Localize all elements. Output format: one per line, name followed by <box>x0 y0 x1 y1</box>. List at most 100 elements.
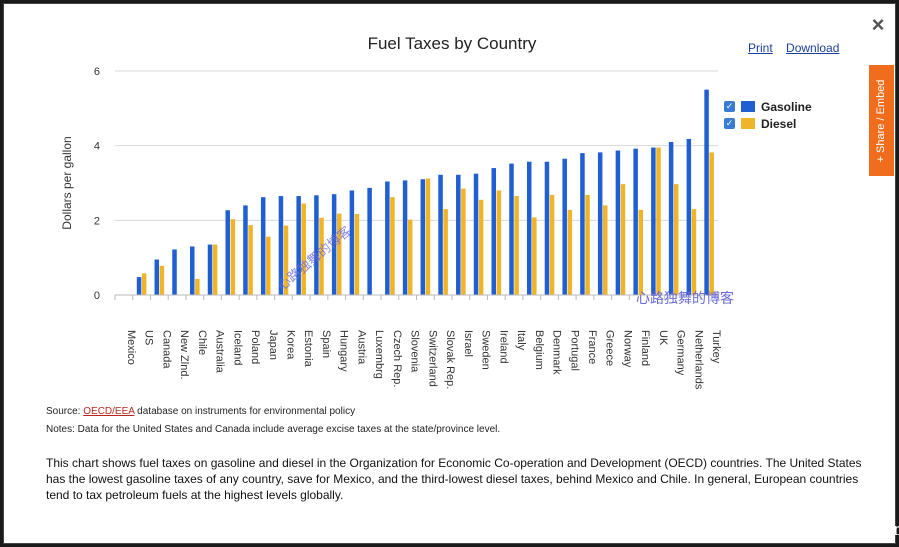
bar-diesel <box>266 236 271 295</box>
bar-diesel <box>603 205 608 295</box>
bar-gasoline <box>686 138 692 295</box>
bar-diesel <box>496 190 502 295</box>
x-tick-label: Finland <box>639 330 651 366</box>
share-embed-tab[interactable]: + Share / Embed <box>869 65 894 176</box>
x-tick-label: Belgium <box>533 330 545 370</box>
bar-gasoline <box>491 168 497 295</box>
bar-diesel <box>407 219 413 295</box>
diesel-checkbox[interactable]: ✓ <box>724 118 735 129</box>
bar-diesel <box>709 152 714 295</box>
bar-gasoline <box>651 147 656 295</box>
x-tick-label: Spain <box>320 330 332 358</box>
bar-gasoline <box>402 180 408 295</box>
bar-diesel <box>620 184 626 295</box>
bar-gasoline <box>243 205 248 295</box>
chart-modal <box>3 3 896 544</box>
bar-diesel <box>390 197 395 295</box>
x-tick-label: Hungary <box>338 330 350 372</box>
bar-gasoline <box>668 141 674 295</box>
x-tick-label: Japan <box>267 330 279 360</box>
gasoline-checkbox[interactable]: ✓ <box>724 101 735 112</box>
diesel-swatch <box>741 118 755 129</box>
bar-gasoline <box>190 246 195 295</box>
chart-description: This chart shows fuel taxes on gasoline … <box>46 456 862 502</box>
x-tick-label: Ireland <box>497 330 509 364</box>
x-tick-label: Germany <box>675 330 687 376</box>
bar-diesel <box>532 217 537 295</box>
x-tick-label: Greece <box>604 330 616 366</box>
bar-diesel <box>461 188 466 295</box>
bar-gasoline <box>331 194 337 295</box>
bar-gasoline <box>154 259 160 295</box>
bar-gasoline <box>509 163 514 295</box>
bar-gasoline <box>438 174 443 295</box>
bar-diesel <box>691 209 697 295</box>
bar-gasoline <box>615 150 621 295</box>
bar-diesel <box>141 273 147 295</box>
bar-diesel <box>319 217 324 295</box>
x-tick-label: Chile <box>196 330 208 355</box>
x-tick-label: Netherlands <box>692 330 704 390</box>
bar-gasoline <box>456 174 461 295</box>
bar-gasoline <box>597 152 603 295</box>
bar-diesel <box>336 213 342 295</box>
y-axis-label: Dollars per gallon <box>60 136 74 229</box>
bar-diesel <box>212 244 218 295</box>
y-tick-label: 2 <box>94 215 100 227</box>
bar-diesel <box>354 213 360 295</box>
x-tick-label: Sweden <box>480 330 492 370</box>
x-tick-label: France <box>586 330 598 364</box>
y-tick-label: 0 <box>94 290 100 302</box>
x-tick-label: Italy <box>515 330 527 351</box>
bar-gasoline <box>385 181 390 295</box>
bar-diesel <box>195 278 200 295</box>
notes-line: Notes: Data for the United States and Ca… <box>46 424 501 435</box>
bar-diesel <box>656 147 661 295</box>
bar-gasoline <box>314 195 319 295</box>
bar-gasoline <box>526 161 532 295</box>
legend-item-diesel[interactable]: ✓ Diesel <box>724 115 812 132</box>
diesel-label: Diesel <box>761 116 797 131</box>
chart-title: Fuel Taxes by Country <box>367 34 537 53</box>
bar-gasoline <box>172 249 177 295</box>
bar-diesel <box>301 203 307 295</box>
x-tick-label: Slovenia <box>409 330 421 373</box>
bar-diesel <box>638 209 643 295</box>
bar-gasoline <box>296 196 301 295</box>
x-tick-label: Poland <box>249 330 261 364</box>
x-tick-label: US <box>143 330 155 345</box>
print-link[interactable]: Print <box>748 41 773 55</box>
source-link[interactable]: OECD/EEA <box>83 406 135 417</box>
bar-gasoline <box>207 244 213 295</box>
bar-gasoline <box>420 179 426 295</box>
bar-diesel <box>567 209 573 295</box>
bar-gasoline <box>473 173 479 295</box>
x-tick-label: Luxembrg <box>373 330 385 379</box>
bar-diesel <box>443 209 448 295</box>
bar-gasoline <box>260 197 266 295</box>
download-link[interactable]: Download <box>786 41 840 55</box>
x-tick-label: Estonia <box>302 330 314 368</box>
bar-diesel <box>514 196 519 295</box>
bar-gasoline <box>367 187 372 295</box>
watermark-text: 心路独舞的博客 <box>636 291 734 307</box>
bar-diesel <box>478 199 484 295</box>
legend-item-gasoline[interactable]: ✓ Gasoline <box>724 98 812 115</box>
bar-gasoline <box>225 210 230 295</box>
bar-gasoline <box>278 196 284 295</box>
x-tick-label: Iceland <box>231 330 243 365</box>
close-icon[interactable]: × <box>871 12 885 37</box>
x-tick-label: Denmark <box>551 330 563 375</box>
legend: ✓ Gasoline ✓ Diesel <box>724 98 812 132</box>
x-tick-label: Turkey <box>710 330 722 364</box>
x-tick-label: Israel <box>462 330 474 357</box>
x-tick-label: Czech Rep. <box>391 330 403 387</box>
source-suffix: database on instruments for environmenta… <box>134 406 356 417</box>
source-prefix: Source: <box>46 406 84 417</box>
x-tick-label: UK <box>657 330 669 346</box>
x-tick-label: New Zlnd. <box>178 330 190 380</box>
x-tick-label: Switzerland <box>426 330 438 387</box>
bar-diesel <box>425 178 431 295</box>
gasoline-label: Gasoline <box>761 99 812 114</box>
bar-gasoline <box>349 190 355 295</box>
